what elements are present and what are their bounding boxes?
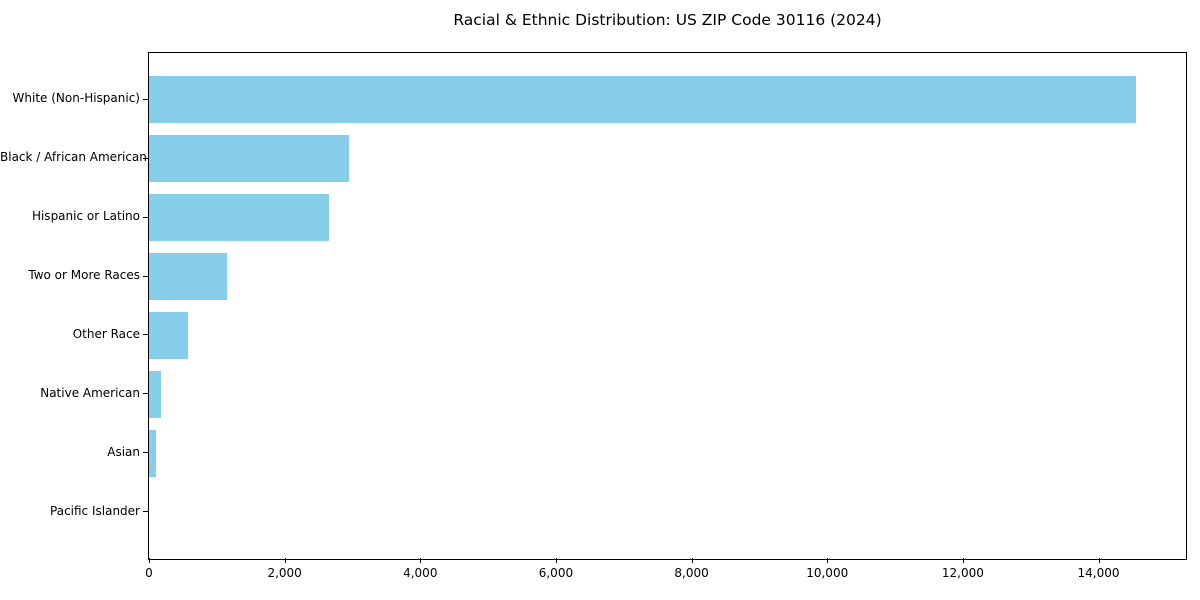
x-tick-mark <box>1098 558 1100 563</box>
x-tick-label: 10,000 <box>806 566 849 580</box>
bar <box>149 370 161 419</box>
x-tick-label: 2,000 <box>267 566 302 580</box>
bar <box>149 193 329 242</box>
x-tick-mark <box>420 558 422 563</box>
chart-title: Racial & Ethnic Distribution: US ZIP Cod… <box>453 11 882 29</box>
y-tick-label: Other Race <box>72 326 140 341</box>
x-tick-mark <box>555 558 557 563</box>
bar <box>149 429 157 478</box>
x-tick-label: 12,000 <box>941 566 984 580</box>
y-tick-mark <box>143 275 148 277</box>
y-tick-mark <box>143 393 148 395</box>
bar <box>149 252 227 301</box>
bar <box>149 134 350 183</box>
y-tick-label: Asian <box>107 444 140 459</box>
plot-area <box>148 52 1187 560</box>
x-tick-label: 0 <box>145 566 153 580</box>
x-tick-mark <box>827 558 829 563</box>
y-tick-label: Black / African American <box>0 150 147 165</box>
x-tick-mark <box>284 558 286 563</box>
y-tick-mark <box>143 334 148 336</box>
y-tick-mark <box>143 157 148 159</box>
x-tick-label: 14,000 <box>1077 566 1120 580</box>
y-tick-mark <box>143 216 148 218</box>
x-tick-label: 4,000 <box>403 566 438 580</box>
y-tick-label: Hispanic or Latino <box>31 209 140 224</box>
y-tick-mark <box>143 98 148 100</box>
bar <box>149 311 188 360</box>
x-tick-mark <box>962 558 964 563</box>
x-tick-label: 8,000 <box>674 566 709 580</box>
y-tick-mark <box>143 511 148 513</box>
y-tick-label: White (Non-Hispanic) <box>12 91 140 106</box>
y-tick-mark <box>143 452 148 454</box>
y-tick-label: Native American <box>40 385 140 400</box>
x-tick-label: 6,000 <box>538 566 574 580</box>
x-tick-mark <box>691 558 693 563</box>
bar <box>149 76 1137 124</box>
x-tick-mark <box>149 558 150 563</box>
y-tick-label: Two or More Races <box>28 268 140 282</box>
y-tick-label: Pacific Islander <box>50 503 140 518</box>
